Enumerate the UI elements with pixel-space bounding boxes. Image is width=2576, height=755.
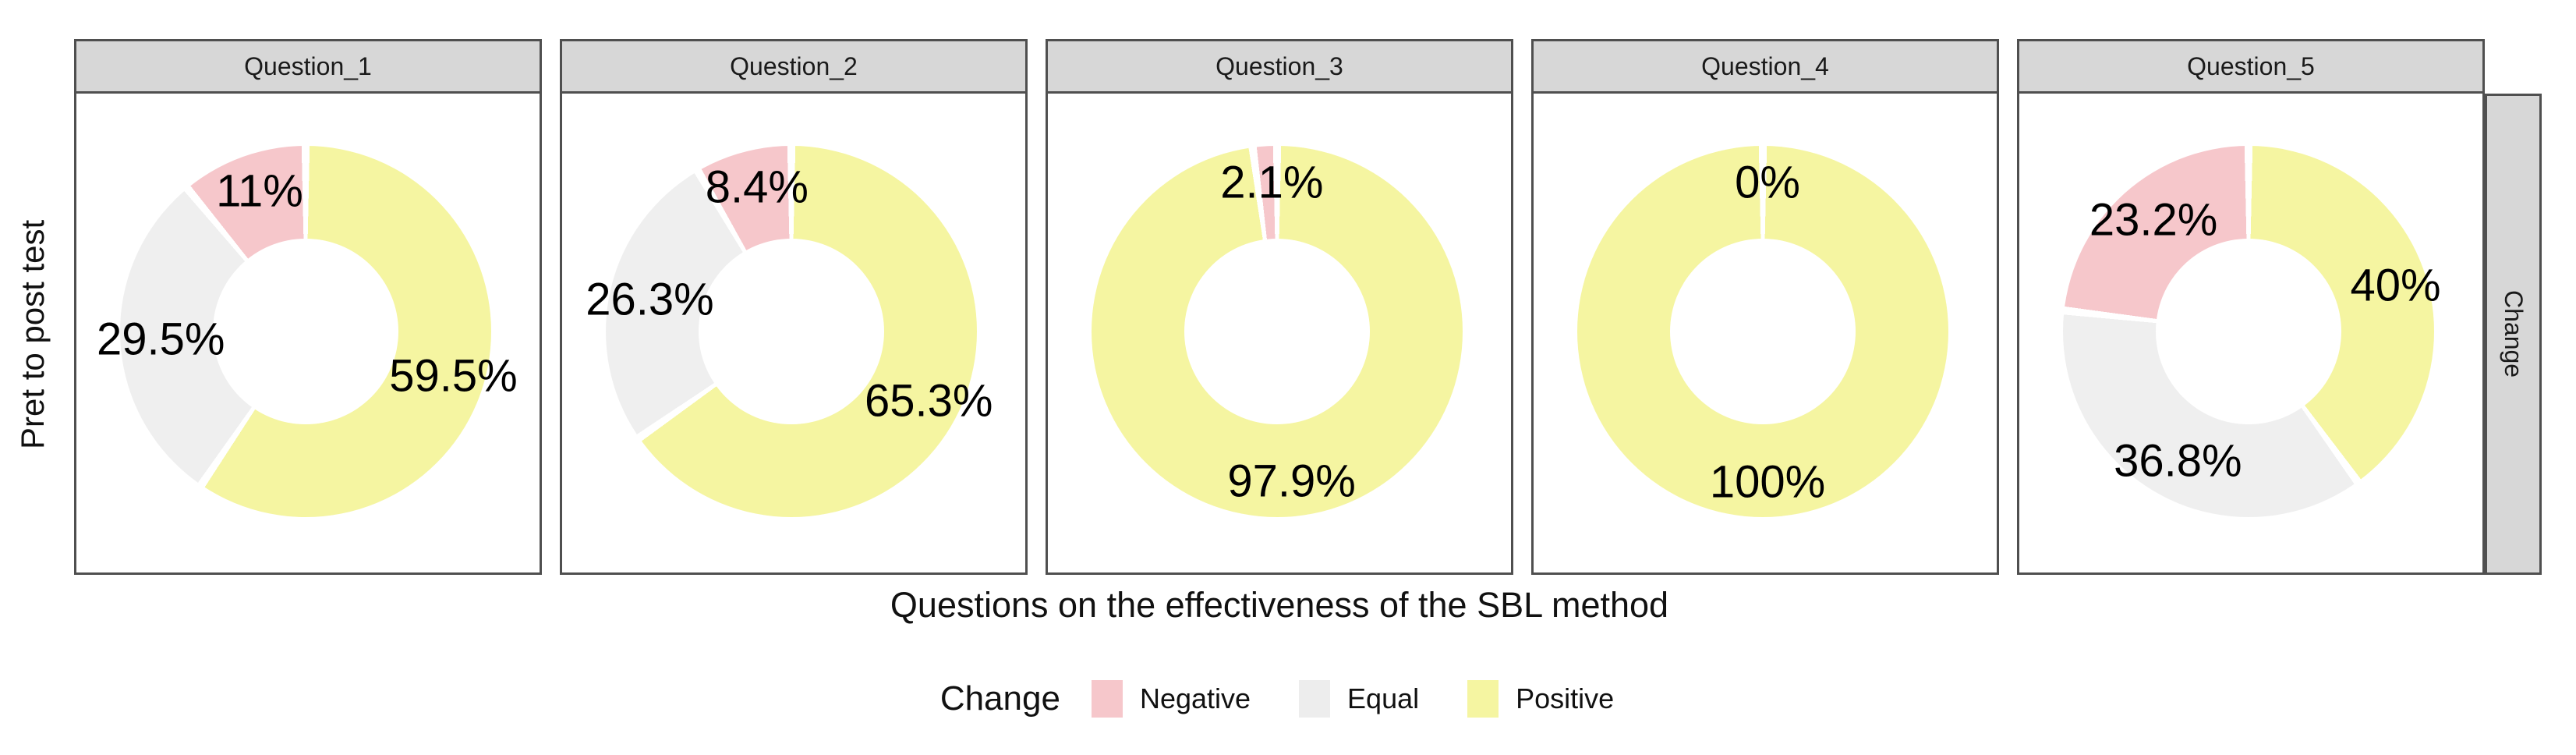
slice-percentage-label: 100% bbox=[1709, 456, 1826, 507]
donut-hole bbox=[213, 239, 398, 424]
facet-question_1: Question_1 59.5% 29.5% 11% bbox=[74, 39, 542, 575]
legend: Change Negative Equal Positive bbox=[0, 669, 2576, 728]
facet-right-strip-label: Change bbox=[2500, 290, 2528, 378]
legend-item-negative: Negative bbox=[1091, 680, 1251, 718]
slice-percentage-label: 0% bbox=[1735, 157, 1800, 207]
slice-percentage-label: 59.5% bbox=[389, 350, 518, 402]
slice-percentage-label: 2.1% bbox=[1220, 157, 1324, 208]
donut-hole bbox=[1184, 239, 1370, 424]
slice-percentage-label: 97.9% bbox=[1227, 455, 1356, 507]
slice-percentage-label: 36.8% bbox=[2114, 435, 2242, 487]
donut-hole bbox=[2156, 239, 2341, 424]
legend-label-equal: Equal bbox=[1347, 682, 1420, 714]
legend-label-positive: Positive bbox=[1516, 682, 1615, 714]
donut-chart bbox=[1092, 146, 1463, 517]
slice-percentage-label: 11% bbox=[216, 165, 303, 217]
legend-item-positive: Positive bbox=[1467, 680, 1614, 718]
facet-question_5: Question_5 40% 36.8% 23.2% bbox=[2017, 39, 2485, 575]
donut-chart bbox=[120, 146, 491, 517]
slice-percentage-label: 23.2% bbox=[2089, 194, 2218, 246]
y-axis-title: Pret to post test bbox=[14, 219, 51, 449]
facet-strip-label: Question_1 bbox=[74, 39, 542, 94]
legend-item-equal: Equal bbox=[1299, 680, 1419, 718]
facet-strip-label: Question_5 bbox=[2017, 39, 2485, 94]
facet-right-strip: Change bbox=[2485, 94, 2542, 575]
facet-question_3: Question_3 97.9% 2.1% bbox=[1046, 39, 1513, 575]
facet-strip-label: Question_3 bbox=[1046, 39, 1513, 94]
donut-hole bbox=[699, 239, 884, 424]
slice-percentage-label: 65.3% bbox=[865, 375, 993, 427]
legend-label-negative: Negative bbox=[1139, 682, 1251, 714]
slice-percentage-label: 29.5% bbox=[96, 314, 225, 365]
facet-strip-label: Question_4 bbox=[1531, 39, 1999, 94]
legend-title: Change bbox=[939, 679, 1060, 718]
donut-chart bbox=[2063, 146, 2434, 517]
slice-percentage-label: 26.3% bbox=[586, 274, 714, 325]
facet-panel: 100% 0% bbox=[1531, 94, 1999, 575]
facet-question_2: Question_2 65.3% 26.3% 8.4% bbox=[560, 39, 1028, 575]
facet-panel: 65.3% 26.3% 8.4% bbox=[560, 94, 1028, 575]
slice-percentage-label: 40% bbox=[2350, 260, 2441, 311]
x-axis-title: Questions on the effectiveness of the SB… bbox=[890, 585, 1669, 625]
facet-panel: 59.5% 29.5% 11% bbox=[74, 94, 542, 575]
equal-color-swatch bbox=[1299, 680, 1331, 718]
donut-chart bbox=[1577, 146, 1948, 517]
facet-panel: 97.9% 2.1% bbox=[1046, 94, 1513, 575]
donut-chart bbox=[606, 146, 977, 517]
facet-panel: 40% 36.8% 23.2% bbox=[2017, 94, 2485, 575]
slice-percentage-label: 8.4% bbox=[705, 161, 809, 213]
facet-question_4: Question_4 100% 0% bbox=[1531, 39, 1999, 575]
positive-color-swatch bbox=[1467, 680, 1499, 718]
donut-hole bbox=[1670, 239, 1856, 424]
facet-strip-label: Question_2 bbox=[560, 39, 1028, 94]
negative-color-swatch bbox=[1091, 680, 1123, 718]
facet-row: Question_1 59.5% 29.5% 11% Question_2 65.3% 26… bbox=[74, 39, 2485, 575]
